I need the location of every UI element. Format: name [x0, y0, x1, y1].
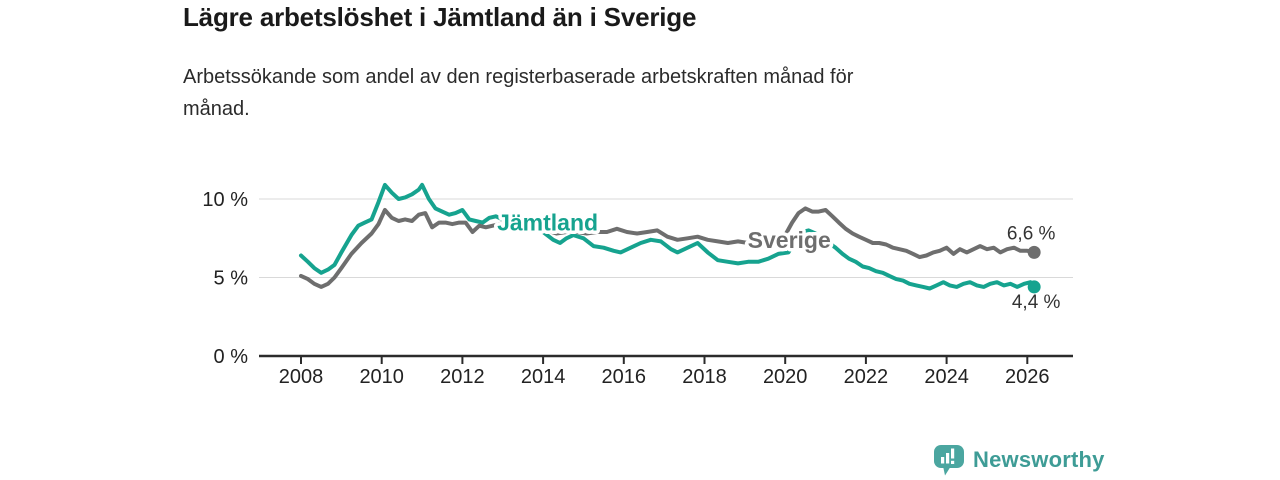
series-end-value-label: 6,6 %: [1007, 223, 1056, 244]
x-axis-tick-label: 2020: [763, 366, 808, 388]
y-axis-tick-label: 0 %: [214, 346, 249, 368]
chart-title: Lägre arbetslöshet i Jämtland än i Sveri…: [183, 2, 697, 32]
series-end-value-label: 4,4 %: [1012, 292, 1061, 313]
chart-header: Lägre arbetslöshet i Jämtland än i Sveri…: [183, 2, 1083, 126]
series-end-dot: [1027, 245, 1041, 259]
x-axis-tick-label: 2022: [844, 366, 889, 388]
newsworthy-logo: Newsworthy: [934, 443, 1105, 476]
series-label-sverige: Sverige: [748, 227, 831, 253]
newsworthy-brand-text: Newsworthy: [973, 446, 1105, 472]
x-axis-tick-label: 2008: [279, 366, 324, 388]
series-end-dot: [1027, 280, 1041, 294]
y-axis-tick-label: 10 %: [202, 189, 248, 211]
series-line-sverige: [299, 206, 1037, 289]
y-axis-tick-label: 5 %: [214, 268, 249, 290]
series-line-jamtland: [299, 182, 1037, 291]
x-axis-tick-label: 2026: [1005, 366, 1050, 388]
newsworthy-bars-bubble-icon: [934, 445, 964, 476]
x-axis-tick-label: 2010: [359, 366, 404, 388]
x-axis-tick-label: 2012: [440, 366, 485, 388]
x-axis-tick-label: 2014: [521, 366, 566, 388]
x-axis-tick-label: 2016: [602, 366, 647, 388]
chart-subtitle: Arbetssökande som andel av den registerb…: [183, 66, 854, 121]
series-label-jamtland: Jämtland: [497, 209, 598, 235]
x-axis-tick-label: 2024: [924, 366, 969, 388]
x-axis-tick-label: 2018: [682, 366, 727, 388]
